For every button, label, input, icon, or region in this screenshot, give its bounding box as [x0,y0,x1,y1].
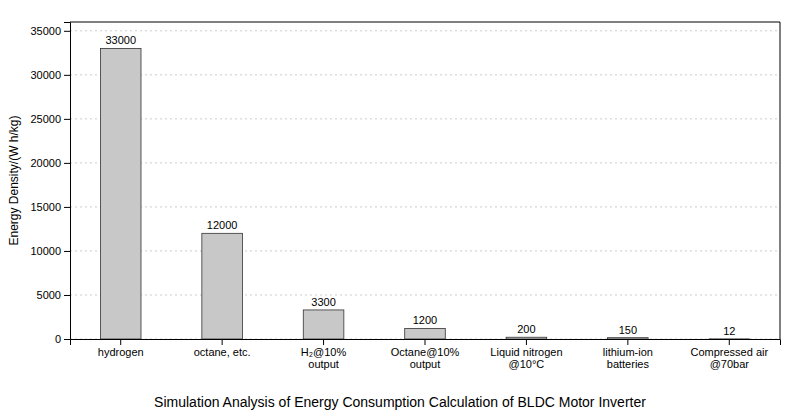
bar [202,233,243,339]
tick-label-line: @70bar [710,358,750,370]
tick: 30000 [30,69,70,81]
grid-line [70,162,780,163]
tick: 15000 [30,201,70,213]
tick: Liquid nitrogen@10°C [490,339,562,370]
frame-right [780,22,781,339]
tick: 35000 [30,25,70,37]
tick-mark [729,339,730,345]
tick-mark [64,31,70,32]
grid-line [70,294,780,295]
tick-label: 15000 [30,201,61,213]
tick-label: octane, etc. [194,346,251,358]
tick: 5000 [37,289,70,301]
tick-label: 20000 [30,157,61,169]
plot-area: 33000 12000 3300 1200 200 150 12 0 5000 10000 1500… [30,22,780,370]
bar [506,337,547,339]
tick-label-line: batteries [607,358,650,370]
bar [303,310,344,339]
tick-label: lithium-ionbatteries [603,346,653,371]
axis-line [64,23,71,340]
tick-label: 25000 [30,113,61,125]
tick-mark [425,339,426,345]
y-axis-title: Energy Density/(W h/kg) [7,115,21,245]
tick: 25000 [30,113,70,125]
tick-mark [64,119,70,120]
tick: 0 [55,333,70,345]
tick: octane, etc. [194,339,251,358]
grid-line [70,250,780,251]
y-axis: 0 5000 10000 15000 20000 25000 30000 35000 [30,23,70,346]
data-label: 12000 [207,219,238,231]
bar [405,328,446,339]
grid-line [70,118,780,119]
tick-mark [526,339,527,345]
tick: 20000 [30,157,70,169]
chart-svg: 33000 12000 3300 1200 200 150 12 0 5000 10000 1500… [0,0,800,417]
tick-mark [120,339,121,345]
bars [100,48,749,339]
tick-label-line: @10°C [509,358,545,370]
axis-line [71,340,781,346]
grid-line [70,30,780,31]
chart-title: Simulation Analysis of Energy Consumptio… [154,394,646,410]
tick-label: Octane@10%output [391,346,460,371]
bar [608,338,649,339]
grid-line [70,74,780,75]
tick-label-line: H₂@10% [301,346,347,358]
tick-mark [64,339,70,340]
tick-mark [64,75,70,76]
tick-label: 10000 [30,245,61,257]
bar [709,338,750,339]
tick: 10000 [30,245,70,257]
tick-label-line: Octane@10% [391,346,460,358]
data-label: 3300 [311,296,335,308]
grid-line [70,206,780,207]
tick: hydrogen [98,339,144,358]
tick-label: Compressed air@70bar [690,346,768,371]
data-label: 150 [619,324,637,336]
tick: H₂@10%output [301,339,347,370]
tick-label: H₂@10%output [301,346,347,371]
x-axis: hydrogenoctane, etc.H₂@10%outputOctane@1… [71,339,781,370]
tick-mark [323,339,324,345]
data-label: 33000 [105,34,136,46]
bar [100,48,141,339]
tick-label: Liquid nitrogen@10°C [490,346,562,371]
tick-label-line: Compressed air [690,346,768,358]
tick-label: 5000 [37,289,61,301]
tick-label: 0 [55,333,61,345]
tick-label: 35000 [30,25,61,37]
tick-mark [64,295,70,296]
tick-label: hydrogen [98,346,144,358]
data-labels: 33000 12000 3300 1200 200 150 12 [105,34,735,336]
tick-label: 30000 [30,69,61,81]
grid [70,31,780,339]
tick: Compressed air@70bar [690,339,768,370]
data-label: 12 [723,325,735,337]
tick-mark [222,339,223,345]
tick-label-line: output [308,358,339,370]
frame-top [70,22,780,23]
tick-mark [64,163,70,164]
tick-label-line: lithium-ion [603,346,653,358]
tick-label-line: Liquid nitrogen [490,346,562,358]
tick-mark [64,207,70,208]
tick: lithium-ionbatteries [603,339,653,370]
data-label: 1200 [413,314,437,326]
tick-label-line: output [410,358,441,370]
tick-label-line: hydrogen [98,346,144,358]
tick-mark [64,251,70,252]
tick: Octane@10%output [391,339,460,370]
tick-label-line: octane, etc. [194,346,251,358]
data-label: 200 [517,323,535,335]
tick-mark [627,339,628,345]
